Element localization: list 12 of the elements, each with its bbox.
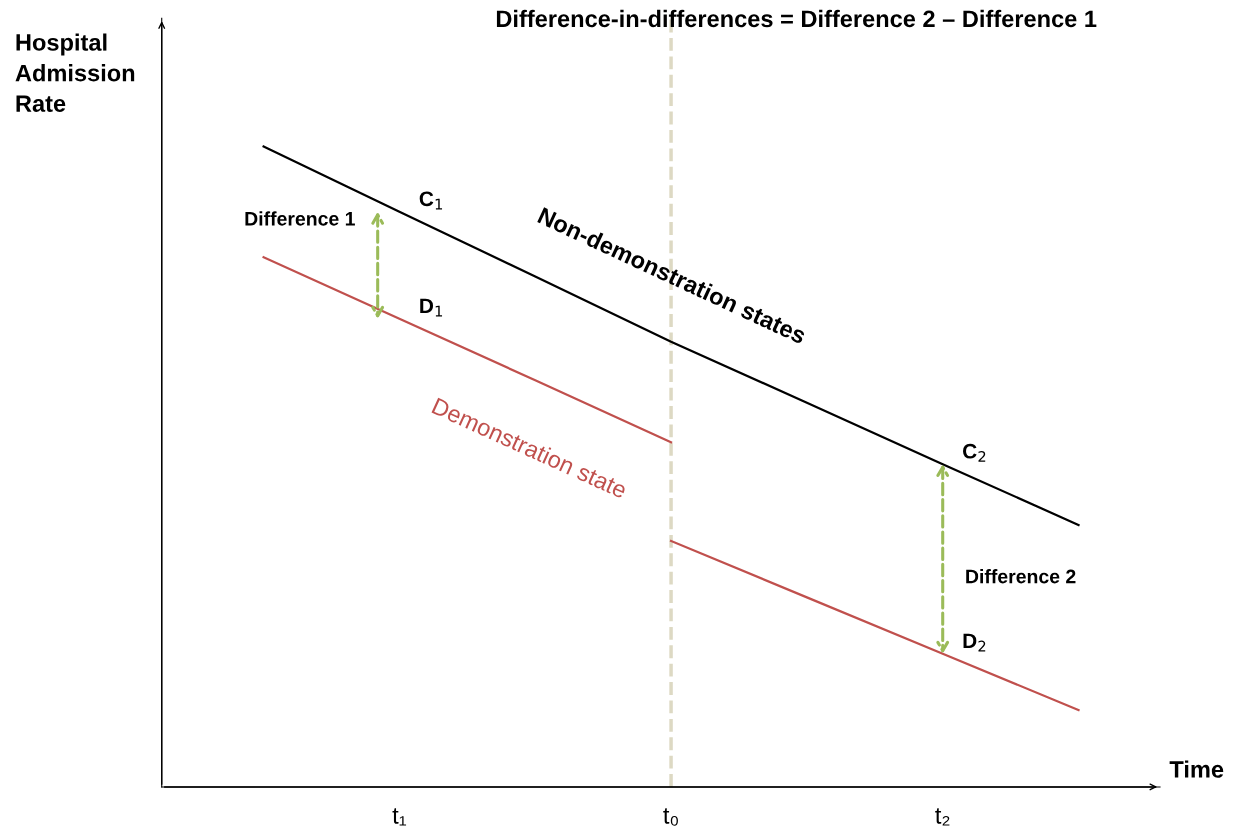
x-tick-label: t₀ — [663, 808, 678, 826]
y-axis-title: Hospital Admission Rate — [15, 33, 135, 112]
x-tick-label: t₁ — [392, 808, 407, 826]
x-tick-label: t₂ — [935, 808, 950, 826]
chart-title: Difference-in-differences = Difference 2 – Difference 1 — [496, 9, 1097, 28]
annotation: D$_{1}$ — [420, 298, 443, 317]
annotation: D$_{2}$ — [963, 633, 986, 652]
annotation: C$_{2}$ — [963, 443, 986, 462]
annotation: Difference 2 — [966, 569, 1076, 584]
x-axis-title: Time — [1169, 760, 1224, 778]
annotation: Difference 1 — [245, 211, 355, 226]
annotation: C$_{1}$ — [419, 191, 443, 210]
